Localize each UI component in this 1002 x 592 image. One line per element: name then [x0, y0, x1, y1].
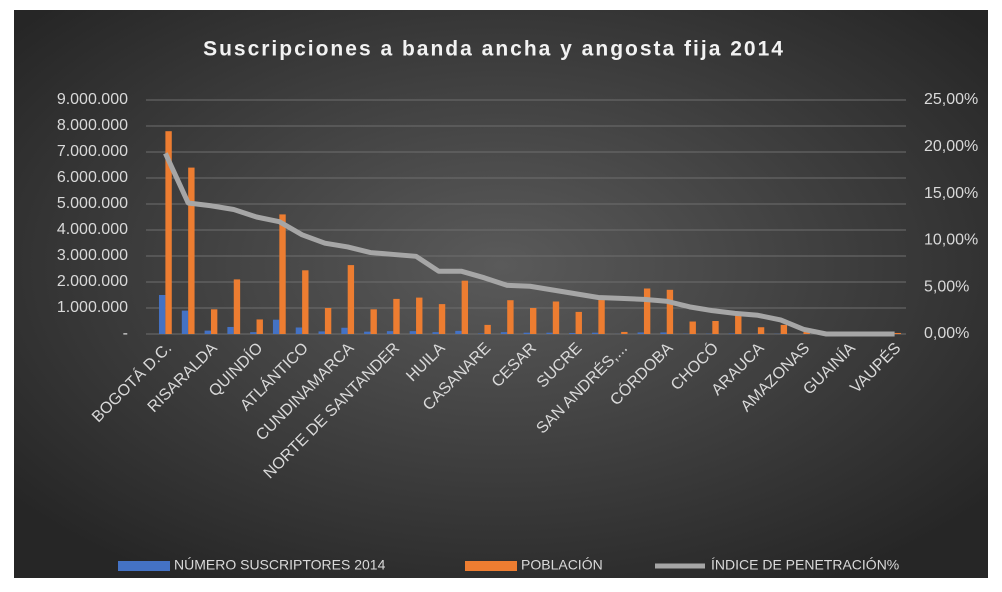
bar [295, 327, 303, 334]
bar [894, 332, 901, 334]
bar [546, 332, 553, 334]
bar [302, 270, 309, 334]
legend-swatch [465, 561, 517, 571]
bar [438, 304, 446, 334]
y2-tick-label: 20,00% [924, 138, 978, 155]
bar [598, 297, 605, 334]
bar [233, 279, 241, 334]
bar [500, 332, 508, 334]
bar [318, 331, 325, 334]
y-tick-label: 4.000.000 [57, 221, 128, 238]
bar [643, 288, 651, 334]
bar [159, 295, 166, 334]
bar [803, 331, 810, 334]
bar [210, 309, 218, 334]
bar [204, 330, 211, 334]
y-tick-label: 7.000.000 [57, 143, 128, 160]
bar [735, 311, 742, 334]
bar [660, 332, 667, 334]
bar [181, 310, 189, 334]
legend-label: POBLACIÓN [521, 557, 603, 573]
bar [250, 332, 257, 334]
y-tick-label: 5.000.000 [57, 195, 128, 212]
y2-tick-label: 10,00% [924, 232, 978, 249]
y-tick-label: 8.000.000 [57, 117, 128, 134]
bar [728, 333, 736, 334]
y2-tick-label: 5,00% [924, 278, 969, 295]
bar [272, 319, 280, 334]
bar [552, 301, 560, 334]
bar [341, 327, 348, 334]
bar [637, 332, 644, 334]
line [163, 152, 895, 337]
bar [455, 330, 462, 334]
y-tick-label: - [123, 325, 128, 342]
y-tick-label: 9.000.000 [57, 91, 128, 108]
bar [780, 324, 788, 334]
bar [386, 331, 394, 334]
bar [347, 265, 355, 334]
bar [188, 167, 195, 334]
bar [484, 324, 491, 334]
bar [256, 319, 263, 334]
bar [523, 332, 530, 334]
bar [165, 131, 172, 334]
bar [478, 333, 485, 334]
bar [575, 311, 582, 334]
legend-swatch [118, 561, 170, 571]
bar [591, 332, 599, 334]
bar [393, 298, 400, 334]
y2-tick-label: 15,00% [924, 185, 978, 202]
y-tick-label: 6.000.000 [57, 169, 128, 186]
y-tick-label: 1.000.000 [57, 299, 128, 316]
bar [227, 326, 234, 334]
bar [432, 332, 439, 334]
bar [530, 308, 537, 334]
legend-label: NÚMERO SUSCRIPTORES 2014 [174, 557, 386, 573]
bar [279, 214, 286, 334]
chart-title: Suscripciones a banda ancha y angosta fi… [203, 38, 785, 61]
bar [364, 331, 371, 334]
bar [416, 297, 423, 334]
bar [569, 332, 576, 334]
bar [507, 300, 514, 334]
bar [461, 280, 469, 334]
bar [666, 289, 674, 334]
y-tick-label: 2.000.000 [57, 273, 128, 290]
bar [370, 309, 377, 334]
chart-background [14, 10, 988, 578]
y-tick-label: 3.000.000 [57, 247, 128, 264]
bar [409, 331, 417, 334]
legend-label: ÍNDICE DE PENETRACIÓN% [711, 557, 899, 573]
bar [689, 321, 696, 334]
bar [621, 331, 628, 334]
y2-tick-label: 25,00% [924, 91, 978, 108]
bar [712, 321, 719, 334]
bar [757, 327, 765, 334]
bar [324, 308, 332, 334]
y2-tick-label: 0,00% [924, 325, 969, 342]
